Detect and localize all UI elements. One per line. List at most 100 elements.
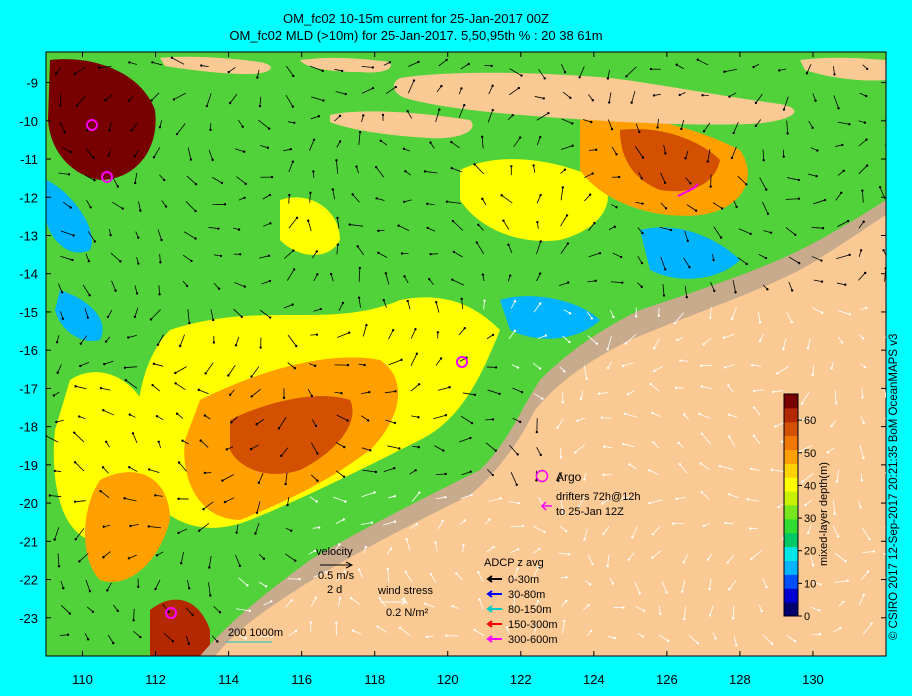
current-vector <box>562 620 565 634</box>
current-vector-head <box>238 564 242 568</box>
current-vector <box>584 173 593 179</box>
current-vector <box>724 364 735 368</box>
current-vector-head <box>393 494 396 498</box>
current-vector <box>833 95 839 109</box>
colorbar-tick-label: 60 <box>804 415 816 427</box>
current-vector-head <box>112 641 115 645</box>
current-vector-head <box>227 374 230 377</box>
current-vector <box>263 222 271 227</box>
current-vector <box>180 551 184 564</box>
y-tick-label: -14 <box>19 267 38 282</box>
current-vector-head <box>626 393 630 396</box>
current-vector-head <box>282 396 286 400</box>
current-vector-head <box>132 619 135 622</box>
current-vector-head <box>316 479 319 482</box>
current-vector-head <box>423 170 427 173</box>
current-vector <box>501 195 513 204</box>
current-vector <box>112 177 119 187</box>
current-vector-head <box>481 197 484 201</box>
colorbar-swatch <box>784 588 798 603</box>
argo-legend-label: Argo <box>556 470 582 484</box>
current-vector-head <box>191 613 194 617</box>
argo-legend-symbol <box>535 469 549 483</box>
current-vector-head <box>267 127 271 130</box>
current-vector <box>258 119 270 129</box>
current-vector-head <box>426 202 429 205</box>
current-vector <box>310 115 319 120</box>
current-vector-head <box>227 70 230 74</box>
wind-legend-title: wind stress <box>377 585 434 597</box>
current-vector-head <box>53 538 56 541</box>
x-tick-label: 130 <box>802 672 824 687</box>
current-vector <box>557 418 564 428</box>
current-vector <box>85 579 91 592</box>
current-vector-head <box>374 470 378 474</box>
current-vector-head <box>209 594 212 597</box>
current-vector <box>60 604 71 614</box>
current-vector <box>283 250 294 259</box>
current-vector-head <box>730 156 734 160</box>
current-vector <box>336 160 339 174</box>
colorbar-tick-label: 30 <box>804 513 816 525</box>
current-vector-head <box>569 96 572 100</box>
current-vector-head <box>357 296 361 299</box>
current-vector-head <box>679 359 682 362</box>
current-vector-head <box>160 238 163 242</box>
current-vector <box>811 227 824 229</box>
current-vector <box>134 149 140 157</box>
current-vector <box>406 539 411 551</box>
current-vector-head <box>154 587 157 591</box>
current-vector <box>762 634 773 644</box>
current-vector <box>352 630 362 635</box>
current-vector-head <box>613 225 616 228</box>
current-vector <box>808 173 817 177</box>
current-vector-head <box>745 183 748 186</box>
current-vector <box>385 419 396 424</box>
current-vector <box>811 307 823 314</box>
current-vector <box>407 300 411 310</box>
current-vector-head <box>591 99 594 102</box>
current-vector-head <box>310 394 314 398</box>
colorbar-swatch <box>784 491 798 506</box>
current-vector-head <box>384 272 388 275</box>
current-vector-head <box>613 636 616 640</box>
current-vector <box>536 195 541 204</box>
current-vector-head <box>417 383 421 386</box>
current-vector-head <box>370 521 374 524</box>
current-vector-head <box>863 121 867 124</box>
colorbar-swatch <box>784 394 798 409</box>
current-vector-head <box>290 599 293 602</box>
current-vector-head <box>630 101 633 104</box>
current-vector-head <box>708 614 712 617</box>
mld-darkorange-patch <box>230 396 353 474</box>
current-vector <box>558 552 570 555</box>
current-vector <box>460 494 472 499</box>
current-vector-head <box>242 150 246 153</box>
current-vector-head <box>463 519 467 522</box>
current-vector <box>800 418 813 421</box>
current-vector-head <box>534 624 538 627</box>
current-vector <box>607 554 610 567</box>
current-vector-head <box>158 126 162 129</box>
current-vector <box>709 307 712 318</box>
current-vector <box>707 553 713 560</box>
current-vector <box>889 302 898 307</box>
current-vector <box>533 165 536 173</box>
current-vector-head <box>69 206 72 209</box>
current-vector-head <box>340 392 343 395</box>
current-vector-head <box>699 462 702 465</box>
current-vector-head <box>114 289 117 292</box>
current-vector <box>536 447 542 456</box>
current-vector-head <box>835 480 839 483</box>
colorbar-tick-label: 0 <box>804 611 810 623</box>
current-vector <box>410 353 418 366</box>
current-vector-head <box>344 92 347 96</box>
x-tick-label: 128 <box>729 672 751 687</box>
current-vector-head <box>543 530 546 534</box>
drifter-track <box>677 183 699 197</box>
current-vector-head <box>577 505 580 509</box>
current-vector-head <box>366 419 370 422</box>
current-vector <box>285 95 294 107</box>
current-vector <box>187 579 190 589</box>
current-vector <box>487 389 500 395</box>
